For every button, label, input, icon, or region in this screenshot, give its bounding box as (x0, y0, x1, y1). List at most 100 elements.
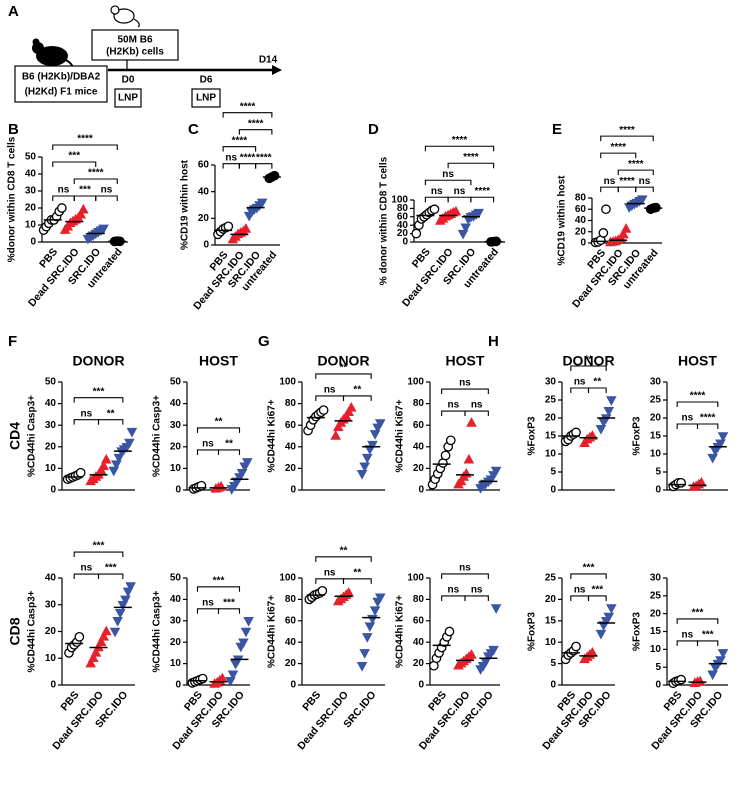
y-tick-label: 60 (575, 204, 587, 215)
panel-letter: H (488, 333, 499, 350)
significance-bracket (441, 410, 466, 417)
data-point (466, 417, 477, 427)
significance-bracket (617, 169, 654, 176)
significance-label: **** (240, 101, 256, 112)
y-tick-label: 50 (170, 377, 182, 388)
y-tick-label: 40 (285, 441, 297, 452)
y-tick-label: 0 (655, 485, 661, 496)
data-point (676, 477, 686, 488)
significance-label: **** (474, 186, 490, 197)
significance-bracket (97, 419, 124, 425)
y-tick-label: 0 (290, 485, 296, 496)
row-label: CD4 (7, 422, 23, 450)
significance-label: **** (88, 168, 104, 179)
y-axis-label: %CD19 within host (180, 159, 191, 250)
y-tick-label: 0 (203, 240, 209, 251)
significance-label: ns (574, 377, 586, 388)
y-tick-label: 10 (545, 449, 557, 460)
data-point (359, 649, 370, 659)
significance-bracket (570, 365, 607, 371)
data-point (317, 585, 328, 596)
significance-label: **** (452, 135, 468, 146)
y-tick-label: 15 (650, 626, 662, 637)
significance-bracket (315, 556, 372, 562)
significance-label: ns (202, 439, 214, 450)
donor-mouse-icon (110, 5, 140, 28)
significance-label: **** (77, 134, 93, 145)
panel-letter: B (8, 121, 19, 138)
significance-bracket (52, 195, 75, 201)
y-tick-label: 0 (402, 237, 408, 248)
data-point (93, 641, 104, 652)
data-point (369, 606, 381, 616)
significance-bracket (196, 427, 241, 433)
y-tick-label: 60 (285, 615, 297, 626)
x-tick-label: PBS (59, 689, 82, 713)
data-point (707, 453, 718, 464)
y-tick-label: 40 (285, 637, 297, 648)
data-point (600, 414, 612, 424)
y-tick-label: 100 (279, 377, 296, 388)
significance-bracket (676, 618, 719, 624)
panel-letter: F (8, 333, 17, 350)
y-axis-label: %FoxP3 (632, 612, 643, 651)
data-point (90, 647, 102, 657)
significance-label: ** (215, 417, 223, 428)
significance-bracket (570, 573, 607, 579)
treatment-box (114, 88, 142, 108)
data-point (571, 641, 581, 652)
y-tick-label: 20 (198, 213, 210, 224)
y-tick-label: 30 (650, 377, 662, 388)
significance-bracket (222, 163, 240, 169)
treatment-box (191, 88, 221, 108)
data-point (95, 636, 107, 646)
y-tick-label: 20 (545, 594, 557, 605)
y-tick-label: 20 (25, 203, 37, 214)
y-tick-label: 80 (285, 594, 297, 605)
data-point (101, 453, 112, 464)
data-point (717, 432, 729, 442)
significance-label: ** (353, 385, 361, 396)
y-tick-label: 30 (45, 420, 57, 431)
donor-box-text: (H2Kb) cells (106, 47, 164, 58)
panel-letter: A (8, 3, 19, 20)
y-tick-label: 0 (30, 237, 36, 248)
data-point (620, 223, 632, 233)
data-point (75, 467, 86, 478)
significance-bracket (441, 595, 466, 601)
data-point (232, 655, 244, 666)
data-point (114, 609, 126, 619)
data-point (318, 405, 329, 415)
data-point (717, 649, 729, 659)
significance-bracket (52, 161, 97, 167)
significance-label: **** (248, 118, 264, 129)
significance-label: **** (690, 391, 706, 402)
panel-letter: D (368, 121, 379, 138)
data-point (109, 627, 121, 638)
data-point (359, 462, 370, 473)
data-point (715, 656, 726, 666)
data-point (367, 440, 378, 451)
significance-label: ns (471, 400, 483, 411)
significance-bracket (315, 395, 345, 401)
y-axis-label: %CD44hi Ki67+ (267, 595, 278, 668)
data-point (356, 470, 368, 480)
host-box (14, 65, 108, 103)
y-tick-label: 80 (575, 193, 587, 204)
significance-bracket (73, 178, 118, 184)
y-tick-label: 20 (413, 658, 425, 669)
significance-bracket (470, 196, 495, 203)
y-axis-label: % donor within CD8 T cells (379, 156, 390, 285)
data-point (595, 425, 607, 435)
y-axis-label: %donor within CD8 T cells (7, 136, 18, 262)
y-tick-label: 15 (545, 431, 557, 442)
y-tick-label: 40 (170, 398, 182, 409)
y-tick-label: 60 (413, 420, 425, 431)
y-tick-label: 40 (25, 169, 37, 180)
y-tick-label: 10 (170, 658, 182, 669)
significance-bracket (424, 145, 495, 152)
y-tick-label: 10 (45, 463, 57, 474)
y-tick-label: 40 (413, 441, 425, 452)
y-axis-label: %CD44hi Ki67+ (395, 399, 406, 472)
y-tick-label: 20 (413, 463, 425, 474)
